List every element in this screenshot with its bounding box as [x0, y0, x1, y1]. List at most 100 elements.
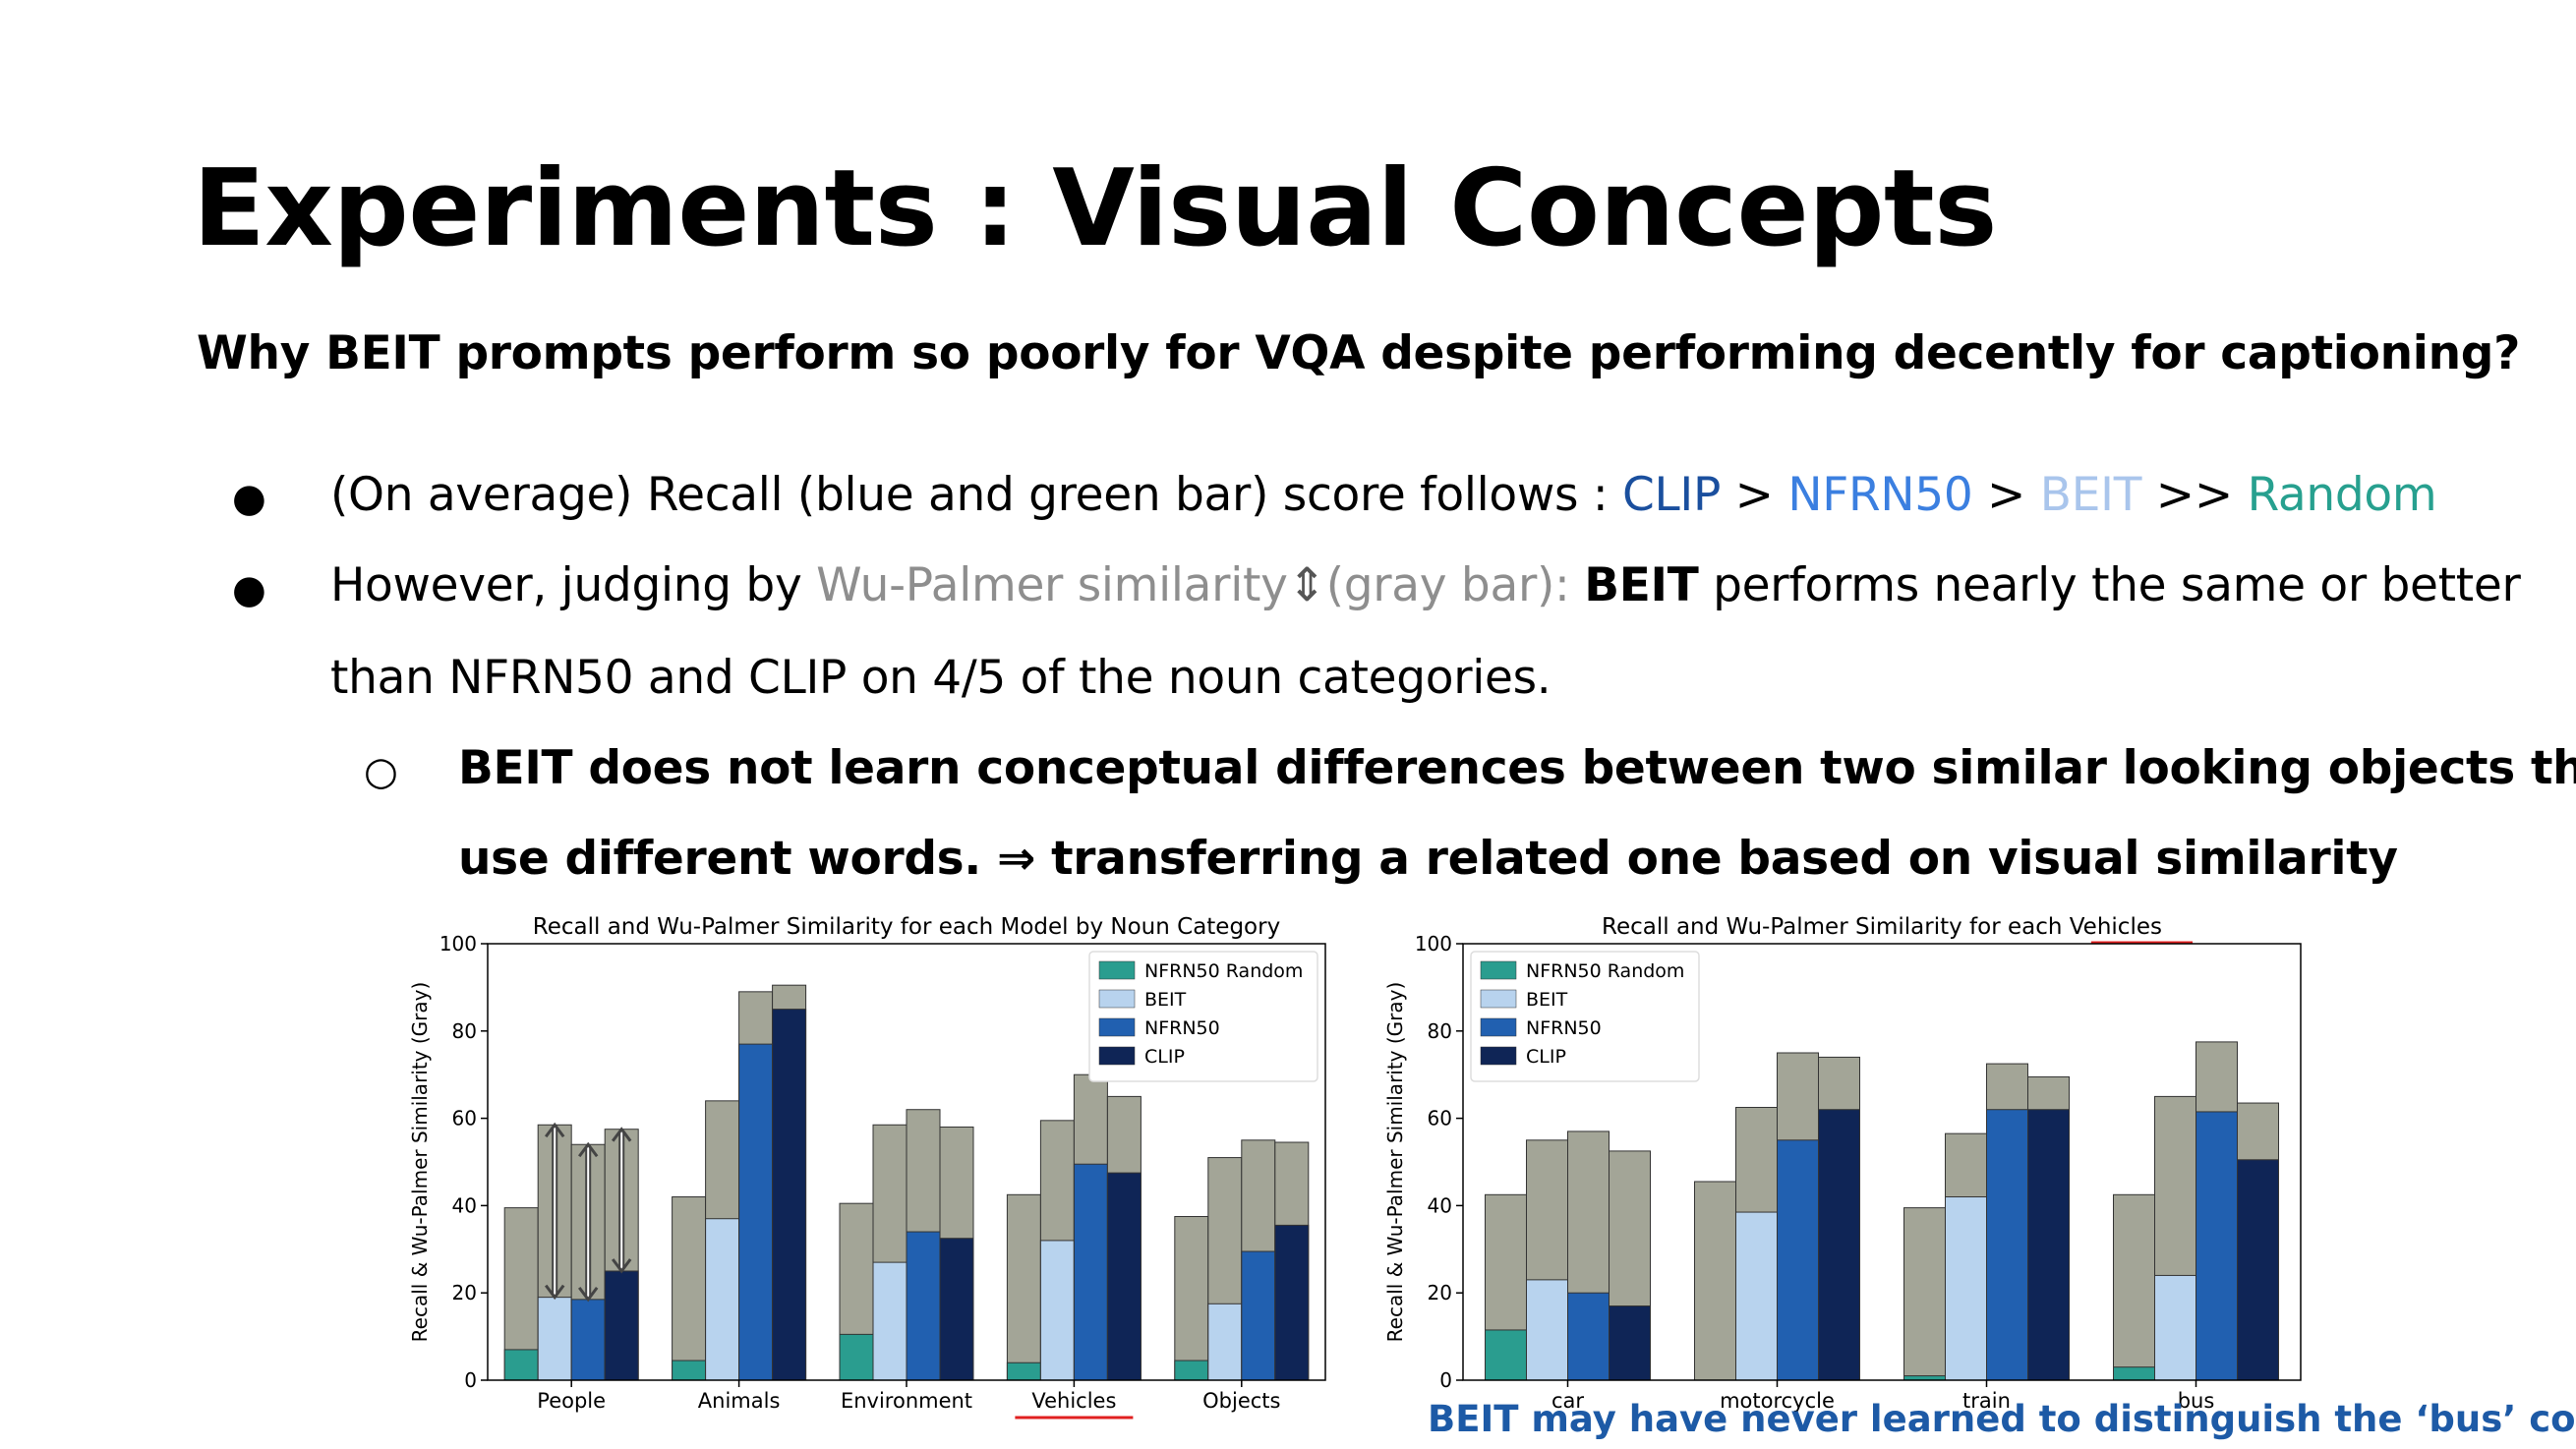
- recall-bar: [1986, 1109, 2028, 1381]
- x-tick-label: motorcycle: [1720, 1389, 1835, 1413]
- recall-bar: [772, 1009, 807, 1381]
- sub-bullet-line-1: BEIT does not learn conceptual differenc…: [458, 741, 2576, 795]
- beit-label: BEIT: [2039, 468, 2142, 522]
- y-tick-label: 80: [452, 1019, 477, 1043]
- x-tick-label: Environment: [841, 1389, 972, 1413]
- x-tick-label: Objects: [1202, 1389, 1280, 1413]
- recall-bar: [1039, 1240, 1075, 1381]
- legend-label: CLIP: [1144, 1046, 1185, 1068]
- recall-bar: [2027, 1109, 2070, 1381]
- bullet-1-prefix: (On average) Recall (blue and green bar)…: [330, 468, 1623, 522]
- recall-bar: [939, 1238, 974, 1381]
- x-tick-label: Vehicles: [1031, 1389, 1116, 1413]
- legend-label: CLIP: [1526, 1046, 1566, 1068]
- vehicles-chart: Recall and Wu-Palmer Similarity for each…: [1383, 914, 2302, 1413]
- bullet-2-prefix: However, judging by: [330, 558, 817, 612]
- recall-bar: [705, 1218, 740, 1381]
- recall-bar: [570, 1299, 606, 1381]
- y-tick-label: 60: [452, 1107, 477, 1130]
- wu-palmer-bar: [1006, 1193, 1041, 1381]
- arrow-head-icon: [545, 1284, 565, 1301]
- recall-bar: [839, 1333, 874, 1381]
- arrow-head-icon: [612, 1127, 632, 1142]
- recall-bar: [1006, 1362, 1041, 1381]
- recall-bar: [1567, 1292, 1610, 1381]
- noun-category-chart: Recall and Wu-Palmer Similarity for each…: [408, 914, 1326, 1420]
- gt-sign: >: [1972, 468, 2040, 522]
- recall-bar: [1207, 1303, 1243, 1381]
- legend-label: BEIT: [1526, 989, 1568, 1011]
- y-tick-label: 100: [1415, 932, 1452, 956]
- y-tick-label: 80: [1428, 1019, 1452, 1043]
- plot-frame: [487, 943, 1326, 1381]
- bullet-1: (On average) Recall (blue and green bar)…: [330, 468, 2437, 522]
- recall-bar: [872, 1261, 907, 1381]
- sub-bullet-line-2: use different words. ⇒ transferring a re…: [458, 832, 2398, 886]
- recall-bar: [1073, 1163, 1108, 1381]
- recall-bar: [906, 1231, 941, 1381]
- recall-bar: [738, 1043, 774, 1381]
- chart-caption: BEIT may have never learned to distingui…: [1428, 1398, 2576, 1440]
- wu-palmer-bar: [1174, 1216, 1209, 1381]
- x-tick-label: bus: [2178, 1389, 2215, 1413]
- y-tick-label: 100: [439, 932, 477, 956]
- y-tick-label: 0: [464, 1368, 477, 1392]
- legend-label: NFRN50: [1144, 1017, 1220, 1039]
- gt-sign: >: [1721, 468, 1788, 522]
- y-axis-label: Recall & Wu-Palmer Similarity (Gray): [408, 982, 432, 1343]
- nfrn50-label: NFRN50: [1787, 468, 1973, 522]
- recall-bar: [1609, 1305, 1651, 1381]
- beit-bold-label: BEIT: [1584, 558, 1699, 612]
- recall-bar: [1106, 1172, 1142, 1381]
- recall-bar: [503, 1349, 539, 1381]
- recall-bar: [1945, 1196, 1987, 1381]
- x-tick-label: Animals: [698, 1389, 781, 1413]
- recall-bar: [1274, 1224, 1310, 1381]
- y-tick-label: 20: [1428, 1281, 1452, 1304]
- recall-bar: [672, 1360, 707, 1381]
- arrow-head-icon: [578, 1141, 599, 1158]
- slide-title: Experiments : Visual Concepts: [193, 147, 1997, 270]
- legend-swatch: [1480, 1046, 1517, 1066]
- arrow-head-icon: [612, 1258, 632, 1274]
- recall-bar: [604, 1270, 639, 1381]
- wu-palmer-label: Wu-Palmer similarity: [816, 558, 1288, 612]
- recall-bar: [1174, 1360, 1209, 1381]
- sub-bullet-marker: ○: [364, 749, 398, 794]
- slide-subtitle: Why BEIT prompts perform so poorly for V…: [197, 326, 2521, 380]
- x-tick-label: People: [537, 1389, 606, 1413]
- legend-label: NFRN50 Random: [1526, 960, 1684, 982]
- legend-swatch: [1480, 960, 1517, 980]
- legend-label: NFRN50 Random: [1144, 960, 1303, 982]
- bullet-2: However, judging by Wu-Palmer similarity…: [330, 558, 2521, 612]
- gt-sign: >>: [2141, 468, 2248, 522]
- legend-swatch: [1098, 989, 1136, 1009]
- legend-swatch: [1480, 989, 1517, 1009]
- recall-bar: [1485, 1329, 1527, 1381]
- legend-label: BEIT: [1144, 989, 1187, 1011]
- recall-bar: [1735, 1211, 1778, 1381]
- y-tick-label: 20: [452, 1281, 477, 1304]
- recall-bar: [2195, 1111, 2238, 1381]
- legend-label: NFRN50: [1526, 1017, 1602, 1039]
- x-tick-label: train: [1962, 1389, 2011, 1413]
- recall-bar: [1777, 1139, 1819, 1381]
- legend-box: [1088, 951, 1318, 1082]
- chart-title: Recall and Wu-Palmer Similarity for each…: [533, 914, 1280, 940]
- recall-bar: [1818, 1109, 1860, 1381]
- recall-bar: [1526, 1279, 1568, 1381]
- wu-palmer-bar: [1694, 1181, 1736, 1381]
- recall-bar: [537, 1297, 572, 1381]
- wu-palmer-bar: [2113, 1193, 2155, 1381]
- recall-bar: [2113, 1366, 2155, 1381]
- y-tick-label: 0: [1439, 1368, 1452, 1392]
- wu-palmer-bar: [1903, 1207, 1946, 1381]
- arrow-head-icon: [578, 1286, 599, 1303]
- y-axis-label: Recall & Wu-Palmer Similarity (Gray): [1383, 982, 1407, 1343]
- gray-bar-label: (gray bar):: [1325, 558, 1585, 612]
- recall-bar: [1241, 1250, 1276, 1381]
- plot-frame: [1462, 943, 2302, 1381]
- legend-swatch: [1098, 960, 1136, 980]
- random-label: Random: [2247, 468, 2437, 522]
- legend-swatch: [1098, 1046, 1136, 1066]
